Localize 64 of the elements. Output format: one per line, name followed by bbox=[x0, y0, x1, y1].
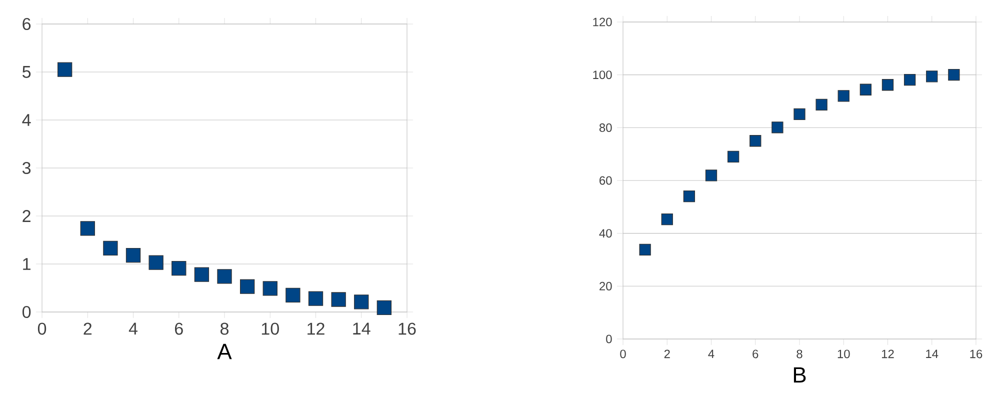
x-tick-label: 8 bbox=[220, 322, 229, 335]
y-tick-label: 0 bbox=[22, 306, 31, 318]
x-tick-label: 10 bbox=[838, 350, 850, 358]
point bbox=[217, 269, 232, 284]
point bbox=[103, 240, 118, 256]
point bbox=[262, 281, 278, 296]
x-axis-title: B bbox=[794, 367, 806, 382]
x-tick-label: 12 bbox=[308, 322, 324, 335]
x-tick-label: 4 bbox=[708, 350, 714, 358]
point bbox=[80, 221, 95, 236]
point bbox=[683, 190, 696, 202]
y-tick-label: 3 bbox=[22, 162, 31, 174]
point bbox=[354, 294, 369, 310]
y-tick-label: 120 bbox=[593, 18, 612, 26]
point bbox=[194, 267, 210, 282]
point bbox=[816, 98, 828, 111]
point bbox=[794, 108, 806, 120]
point bbox=[926, 70, 938, 82]
point bbox=[860, 84, 872, 96]
y-tick-label: 0 bbox=[606, 334, 612, 344]
x-tick-label: 8 bbox=[796, 350, 802, 358]
point bbox=[639, 244, 651, 256]
x-tick-label: 0 bbox=[38, 322, 46, 335]
point bbox=[750, 135, 762, 147]
x-tick-label: 2 bbox=[664, 350, 670, 358]
point bbox=[772, 122, 784, 134]
point bbox=[376, 300, 392, 315]
y-tick-label: 60 bbox=[600, 176, 612, 185]
y-tick-label: 6 bbox=[22, 18, 31, 30]
y-tick-label: 20 bbox=[600, 282, 612, 290]
point bbox=[705, 170, 718, 182]
y-tick-label: 100 bbox=[593, 70, 612, 80]
x-tick-label: 4 bbox=[128, 322, 138, 334]
point bbox=[948, 69, 960, 81]
x-tick-label: 6 bbox=[752, 350, 758, 358]
x-tick-label: 0 bbox=[620, 350, 626, 358]
point bbox=[661, 213, 673, 226]
point bbox=[240, 279, 255, 294]
point bbox=[727, 150, 740, 163]
point bbox=[57, 62, 72, 77]
y-tick-label: 2 bbox=[22, 210, 30, 222]
x-tick-label: 6 bbox=[175, 322, 183, 335]
point bbox=[882, 79, 894, 91]
x-tick-label: 10 bbox=[262, 322, 279, 335]
point bbox=[904, 74, 916, 86]
point bbox=[331, 292, 346, 307]
point bbox=[126, 248, 141, 263]
point bbox=[286, 288, 300, 303]
x-tick-label: 16 bbox=[970, 350, 982, 358]
x-tick-label: 16 bbox=[398, 322, 416, 335]
x-tick-label: 2 bbox=[84, 322, 92, 335]
x-tick-label: 14 bbox=[926, 350, 938, 358]
x-tick-label: 12 bbox=[882, 350, 894, 358]
y-tick-label: 4 bbox=[22, 114, 31, 126]
point bbox=[308, 291, 324, 306]
y-tick-label: 80 bbox=[599, 123, 612, 132]
point bbox=[838, 90, 850, 102]
y-tick-label: 5 bbox=[22, 66, 31, 78]
y-tick-label: 1 bbox=[23, 258, 30, 270]
point bbox=[172, 260, 186, 276]
x-axis-title: A bbox=[217, 344, 232, 360]
point bbox=[148, 255, 164, 270]
x-tick-label: 14 bbox=[353, 322, 370, 334]
y-tick-label: 40 bbox=[599, 229, 612, 238]
